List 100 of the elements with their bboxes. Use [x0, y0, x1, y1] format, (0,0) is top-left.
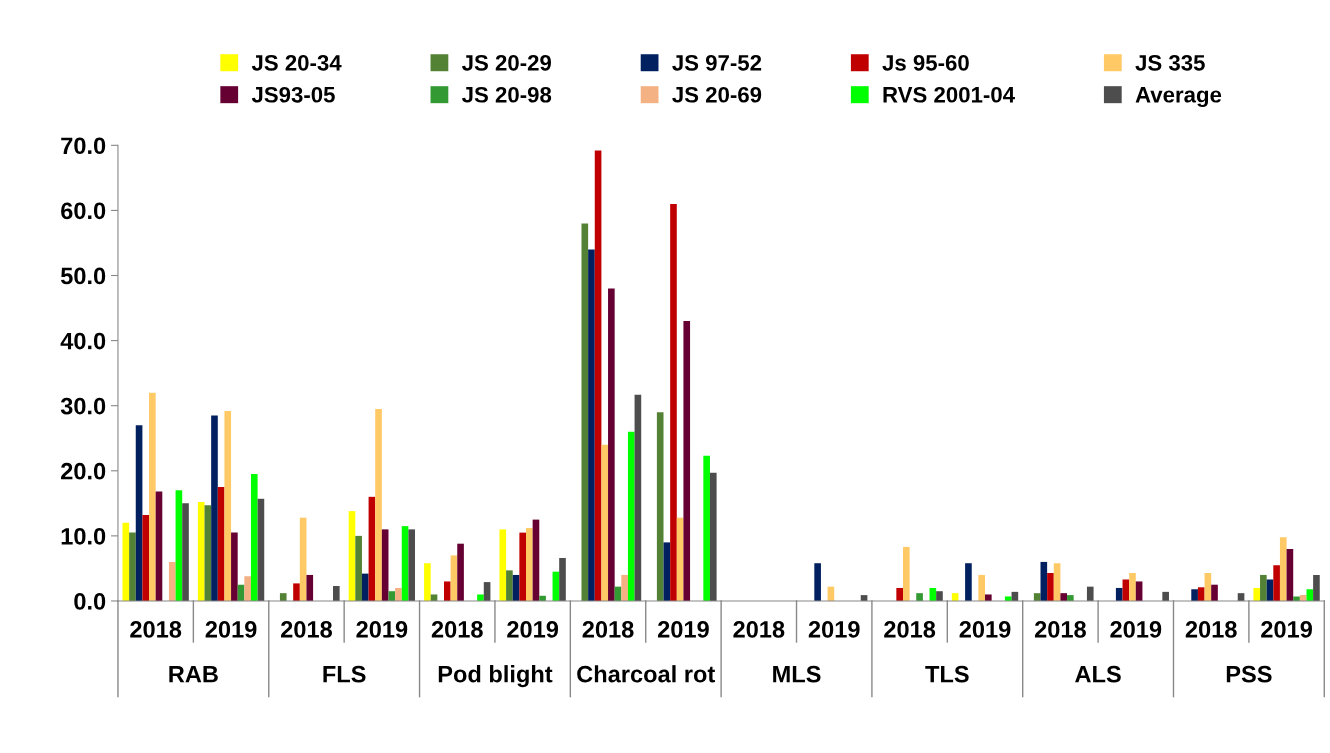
bar: [608, 288, 615, 601]
bar: [670, 203, 677, 601]
bar: [965, 563, 972, 601]
bar: [985, 594, 992, 601]
bar: [1313, 574, 1320, 601]
text: PSS: [1226, 665, 1272, 683]
bar: [499, 529, 507, 601]
legend-label: JS 20-98: [461, 86, 552, 103]
bar: [1253, 587, 1261, 601]
bar: [814, 563, 821, 601]
bar: [204, 505, 212, 601]
text: MLS: [773, 665, 821, 683]
bar: [601, 444, 609, 601]
bar: [703, 455, 710, 601]
x-tick-label: 2018: [733, 621, 785, 638]
bar: [224, 410, 232, 601]
legend-label: JS 335: [1135, 54, 1205, 71]
y-tick-label: 40.0: [60, 332, 106, 350]
bar: [250, 474, 258, 601]
bar: [1191, 589, 1198, 601]
bar: [978, 574, 986, 601]
text: Charcoal rot: [577, 665, 715, 683]
y-tick-label: 20.0: [61, 462, 106, 480]
bar: [333, 586, 340, 601]
text: TLS: [925, 665, 969, 683]
y-tick-label: 30.0: [60, 397, 106, 415]
bar: [526, 528, 533, 601]
bar: [916, 593, 923, 601]
bar: [175, 490, 183, 601]
x-tick-label: 2018: [1034, 621, 1086, 638]
bar: [149, 392, 156, 601]
bar: [588, 249, 595, 601]
bar: [709, 472, 717, 601]
text: Pod blight: [438, 665, 553, 688]
bar: [197, 502, 205, 601]
bar: [656, 412, 664, 601]
bar: [559, 558, 566, 601]
bar: [1067, 595, 1074, 601]
y-tick-label: 0.0: [74, 593, 106, 610]
bar: [211, 415, 218, 601]
bar: [1115, 587, 1123, 601]
bar: [1279, 537, 1287, 601]
legend-label: JS93-05: [251, 86, 335, 103]
bar: [896, 587, 903, 601]
bar: [1197, 587, 1205, 601]
bar: [424, 563, 431, 601]
x-tick-label: 2019: [959, 621, 1011, 638]
bar: [1162, 591, 1169, 601]
text: RAB: [169, 666, 218, 683]
bar: [683, 321, 691, 601]
bar: [443, 581, 451, 601]
bar: [1040, 561, 1048, 601]
bar: [1060, 593, 1068, 601]
bar: [1129, 572, 1136, 601]
legend-label: RVS 2001-04: [883, 86, 1015, 103]
bar: [519, 532, 527, 601]
bar: [627, 431, 635, 601]
bar: [594, 150, 602, 601]
bar: [1086, 586, 1094, 601]
legend-label: JS 20-29: [461, 54, 552, 71]
legend-label: Average: [1135, 87, 1222, 108]
x-tick-label: 2018: [1185, 621, 1237, 638]
x-tick-label: 2019: [507, 621, 559, 638]
x-tick-label: 2019: [808, 621, 860, 638]
x-tick-label: 2019: [205, 621, 257, 638]
legend-label: JS 20-34: [251, 54, 342, 71]
bar: [375, 408, 382, 601]
bar: [621, 574, 628, 601]
y-tick-label: 70.0: [61, 137, 106, 155]
text: ALS: [1075, 665, 1121, 683]
bar: [581, 223, 589, 601]
x-tick-label: 2019: [356, 621, 408, 638]
bar: [182, 503, 189, 601]
x-tick-label: 2019: [657, 621, 709, 638]
bar: [408, 529, 416, 601]
text: FLS: [323, 665, 366, 683]
legend-label: JS 97-52: [672, 54, 762, 71]
bar: [1004, 596, 1012, 601]
bar: [1293, 596, 1300, 601]
bar: [395, 587, 402, 601]
x-tick-label: 2018: [281, 621, 332, 638]
x-tick-label: 2018: [582, 621, 634, 638]
bar: [477, 594, 484, 601]
bar: [1273, 565, 1280, 601]
bar: [217, 487, 225, 601]
bar: [1306, 589, 1314, 601]
bar: [634, 394, 642, 601]
y-tick-label: 10.0: [61, 527, 106, 545]
x-tick-label: 2018: [431, 621, 483, 638]
bar: [348, 511, 356, 601]
bar: [129, 532, 136, 601]
bar: [361, 573, 369, 601]
y-tick-label: 50.0: [60, 267, 106, 285]
bar: [293, 583, 300, 601]
bar: [142, 515, 150, 601]
bar: [122, 522, 130, 601]
bar: [355, 535, 362, 601]
x-tick-label: 2018: [884, 621, 936, 638]
bar: [506, 570, 513, 601]
bar: [936, 591, 943, 601]
